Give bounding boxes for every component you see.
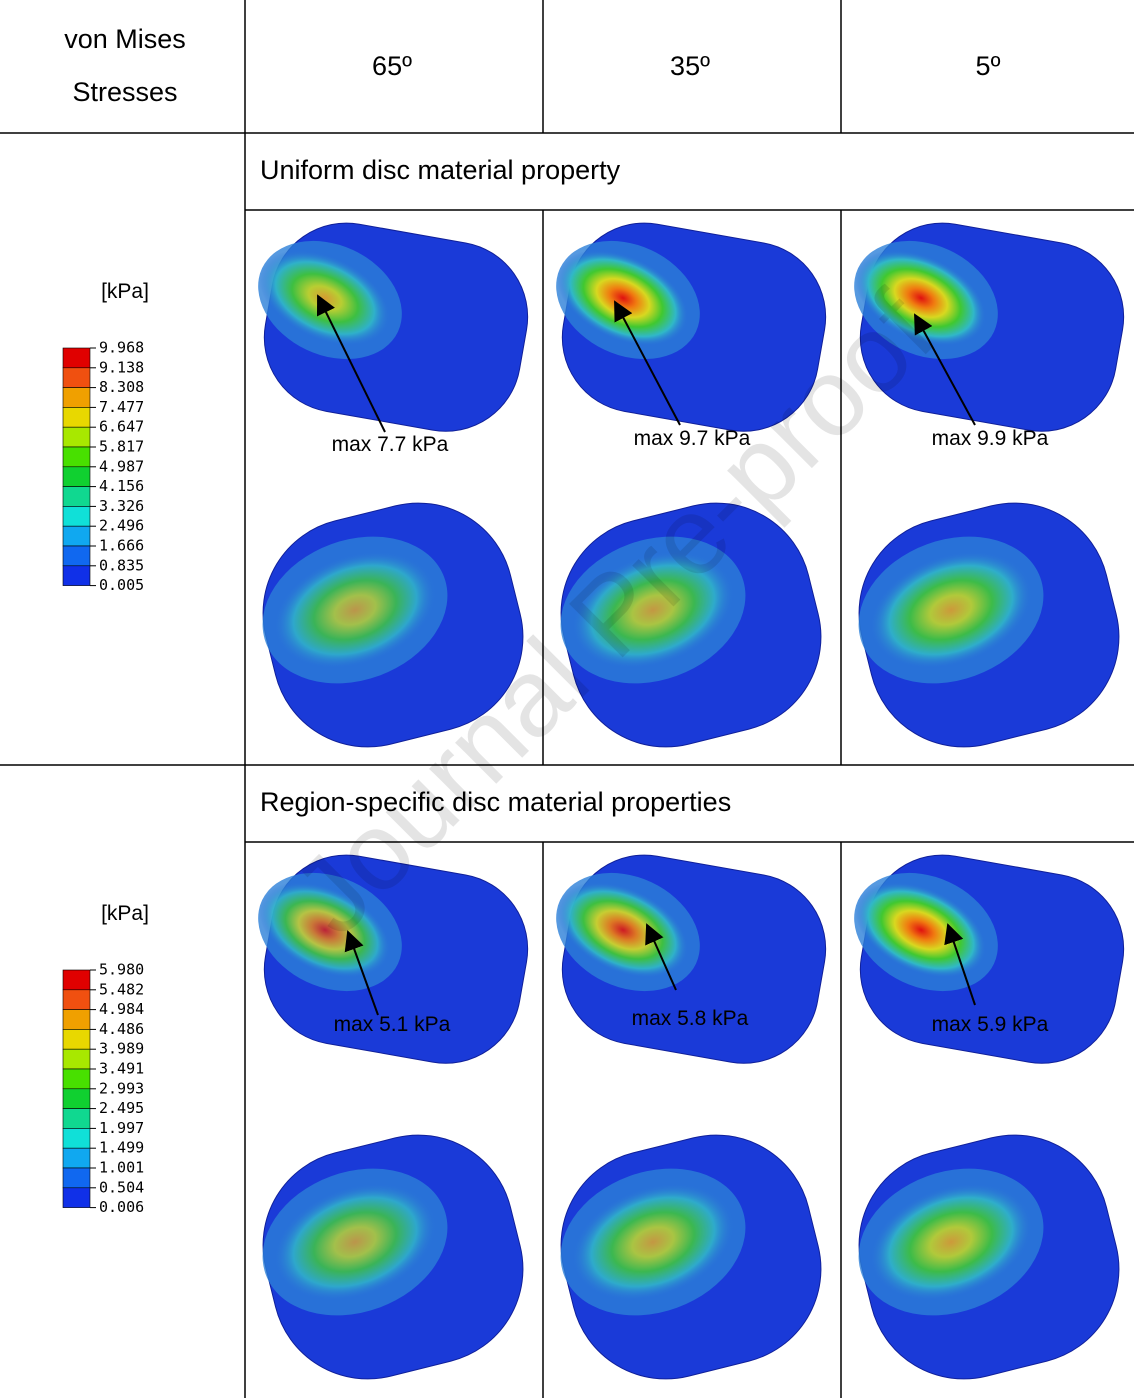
legend-unit: [kPa]: [101, 280, 149, 303]
legend-value: 2.495: [99, 1099, 144, 1117]
stress-hotspot: [557, 881, 689, 979]
annotation: max 9.9 kPa: [932, 427, 1049, 450]
legend-swatch: [62, 486, 91, 507]
annotation: max 7.7 kPa: [332, 433, 449, 456]
legend-value: 0.006: [99, 1198, 144, 1216]
legend-swatch: [62, 1088, 91, 1109]
legend-value: 5.817: [99, 438, 144, 456]
row-label: von Mises: [64, 24, 186, 54]
section-title: Uniform disc material property: [260, 155, 621, 185]
stress-hotspot: [259, 881, 391, 979]
stress-hotspot: [855, 249, 987, 347]
legend-value: 5.482: [99, 980, 144, 998]
legend-swatch: [62, 545, 91, 567]
legend-swatch: [62, 989, 91, 1010]
legend-swatch: [62, 1187, 91, 1208]
legend-swatch: [62, 1128, 91, 1149]
annotation: max 5.1 kPa: [334, 1013, 451, 1036]
legend-swatch: [62, 969, 91, 991]
legend-value: 4.987: [99, 457, 144, 475]
stress-hotspot: [570, 1182, 736, 1302]
annotation: max 5.8 kPa: [632, 1007, 749, 1030]
stress-hotspot: [868, 550, 1034, 670]
annotation: max 9.7 kPa: [634, 427, 751, 450]
annotation-arrow: [614, 300, 681, 426]
fe-images: [556, 222, 827, 748]
legend-swatch: [62, 1167, 91, 1189]
annotation: max 5.9 kPa: [932, 1013, 1049, 1036]
legend-value: 8.308: [99, 378, 144, 396]
legend-value: 3.326: [99, 497, 144, 515]
legend-value: 2.496: [99, 517, 144, 535]
legend-swatch: [62, 367, 91, 388]
legend-value: 1.666: [99, 537, 144, 555]
column-header: 35º: [670, 51, 710, 81]
legend-swatch: [62, 565, 91, 586]
legend-value: 4.984: [99, 1000, 144, 1018]
legend-swatch: [62, 1147, 91, 1169]
legend-value: 1.499: [99, 1139, 144, 1157]
annotation-arrow: [344, 930, 379, 1016]
legend-value: 2.993: [99, 1079, 144, 1097]
legend-value: 9.968: [99, 339, 144, 357]
legend-swatch: [62, 347, 91, 369]
fe-images: [556, 854, 827, 1380]
stress-hotspot: [557, 249, 689, 347]
stress-hotspot: [868, 1182, 1034, 1302]
row-label: Stresses: [72, 77, 177, 107]
legend-value: 6.647: [99, 418, 144, 436]
stress-hotspot: [570, 550, 736, 670]
legend-swatch: [62, 1009, 91, 1030]
fe-images: [258, 854, 529, 1380]
legend-value: 4.156: [99, 477, 144, 495]
legend-swatch: [62, 1029, 91, 1050]
legend-value: 1.997: [99, 1119, 144, 1137]
legend-value: 0.835: [99, 556, 144, 574]
legend-value: 0.005: [99, 576, 144, 594]
legend-value: 5.980: [99, 961, 144, 979]
section-title: Region-specific disc material properties: [260, 787, 731, 817]
legend-swatch: [62, 506, 91, 527]
legend-value: 1.001: [99, 1159, 144, 1177]
legend-value: 4.486: [99, 1020, 144, 1038]
legend-value: 3.491: [99, 1060, 144, 1078]
legend-swatch: [62, 1048, 91, 1070]
legend-swatch: [62, 466, 91, 487]
annotation-arrow: [944, 923, 976, 1006]
stress-hotspot: [272, 550, 438, 670]
fe-images: [854, 222, 1125, 748]
column-header: 65º: [372, 51, 412, 81]
annotation-arrow: [316, 294, 386, 433]
annotation-arrow: [914, 313, 976, 426]
legend-unit: [kPa]: [101, 902, 149, 925]
legend-value: 3.989: [99, 1040, 144, 1058]
stress-hotspot: [855, 881, 987, 979]
fe-images: [854, 854, 1125, 1380]
legend-value: 9.138: [99, 358, 144, 376]
legend-swatch: [62, 446, 91, 468]
legend-swatch: [62, 1068, 91, 1090]
legend-value: 7.477: [99, 398, 144, 416]
column-header: 5º: [976, 51, 1001, 81]
legend-swatch: [62, 525, 91, 547]
annotation-arrow: [645, 923, 677, 991]
legend-swatch: [62, 426, 91, 448]
legend-swatch: [62, 387, 91, 408]
legend-swatch: [62, 1108, 91, 1129]
stress-hotspot: [272, 1182, 438, 1302]
legend-value: 0.504: [99, 1178, 144, 1196]
legend-swatch: [62, 407, 91, 428]
